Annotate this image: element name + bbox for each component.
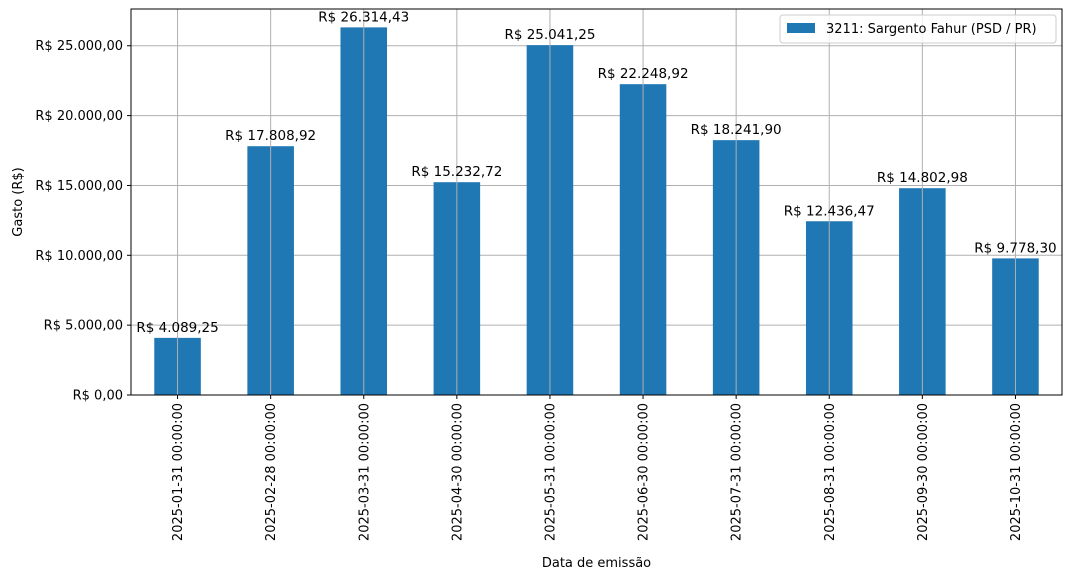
bar-value-label: R$ 17.808,92 (225, 128, 316, 144)
x-tick-label: 2025-04-30 00:00:00 (450, 403, 465, 541)
x-tick-label: 2025-03-31 00:00:00 (357, 403, 372, 541)
bar-value-label: R$ 18.241,90 (691, 122, 782, 138)
legend-swatch (787, 23, 815, 33)
x-axis-ticks: 2025-01-31 00:00:00 2025-02-28 00:00:00 20… (171, 395, 1024, 541)
bar-value-label: R$ 25.041,25 (504, 27, 595, 43)
bar-value-label: R$ 26.314,43 (318, 9, 409, 25)
bar-value-labels: R$ 4.089,25 R$ 17.808,92 R$ 26.314,43 R$ 15… (136, 9, 1056, 335)
legend: 3211: Sargento Fahur (PSD / PR) (779, 14, 1057, 44)
x-tick-label: 2025-05-31 00:00:00 (543, 403, 558, 541)
bar-value-label: R$ 22.248,92 (598, 66, 689, 82)
bar-value-label: R$ 9.778,30 (974, 240, 1056, 256)
y-axis-label: Gasto (R$) (11, 167, 26, 236)
bar-value-label: R$ 14.802,98 (877, 170, 968, 186)
bar-value-label: R$ 4.089,25 (136, 320, 218, 336)
x-tick-label: 2025-01-31 00:00:00 (171, 403, 186, 541)
vertical-grid (177, 9, 1016, 395)
bars (154, 27, 1039, 396)
x-axis-label: Data de emissão (542, 556, 651, 571)
bar-value-label: R$ 15.232,72 (411, 164, 502, 180)
y-tick-label: R$ 25.000,00 (35, 39, 123, 54)
y-tick-label: R$ 15.000,00 (35, 179, 123, 194)
y-tick-label: R$ 0,00 (73, 389, 123, 404)
x-tick-label: 2025-02-28 00:00:00 (264, 403, 279, 541)
legend-entry: 3211: Sargento Fahur (PSD / PR) (826, 22, 1037, 37)
x-tick-label: 2025-10-31 00:00:00 (1009, 403, 1024, 541)
y-tick-label: R$ 10.000,00 (35, 249, 123, 264)
y-tick-label: R$ 5.000,00 (44, 319, 123, 334)
y-axis-ticks: R$ 0,00 R$ 5.000,00 R$ 10.000,00 R$ 15.000,… (35, 39, 131, 404)
y-tick-label: R$ 20.000,00 (35, 109, 123, 124)
bar-value-label: R$ 12.436,47 (784, 203, 875, 219)
plot-frame (130, 8, 1063, 396)
x-tick-label: 2025-09-30 00:00:00 (916, 403, 931, 541)
legend-box (779, 14, 1057, 44)
x-tick-label: 2025-06-30 00:00:00 (637, 403, 652, 541)
x-tick-label: 2025-07-31 00:00:00 (730, 403, 745, 541)
x-tick-label: 2025-08-31 00:00:00 (823, 403, 838, 541)
